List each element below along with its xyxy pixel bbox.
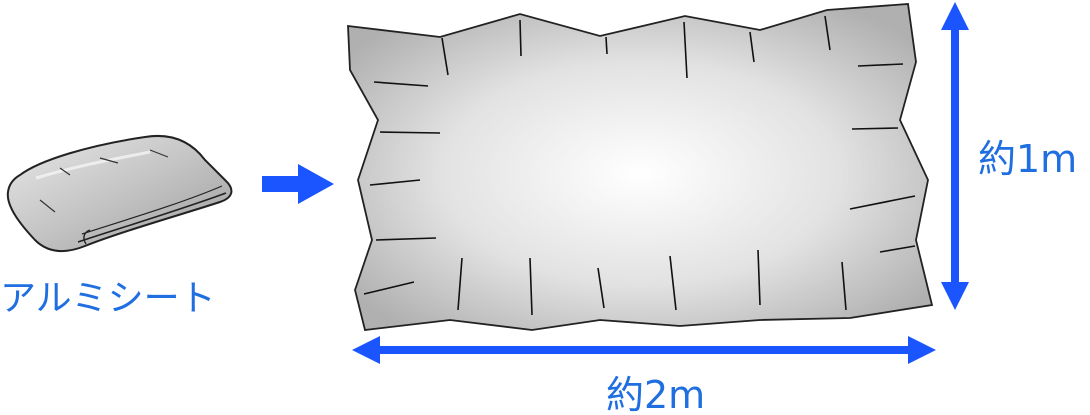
height-dimension-arrow xyxy=(941,2,969,310)
height-label: 約1m xyxy=(978,137,1077,181)
width-dimension-arrow xyxy=(352,336,936,364)
folded-sheet-label: アルミシート xyxy=(0,278,216,319)
unfolded-sheet xyxy=(347,3,934,331)
crease-marks xyxy=(363,15,916,316)
width-label: 約2m xyxy=(606,373,705,415)
arrow-right-icon xyxy=(262,164,334,204)
folded-sheet-icon xyxy=(6,134,233,253)
